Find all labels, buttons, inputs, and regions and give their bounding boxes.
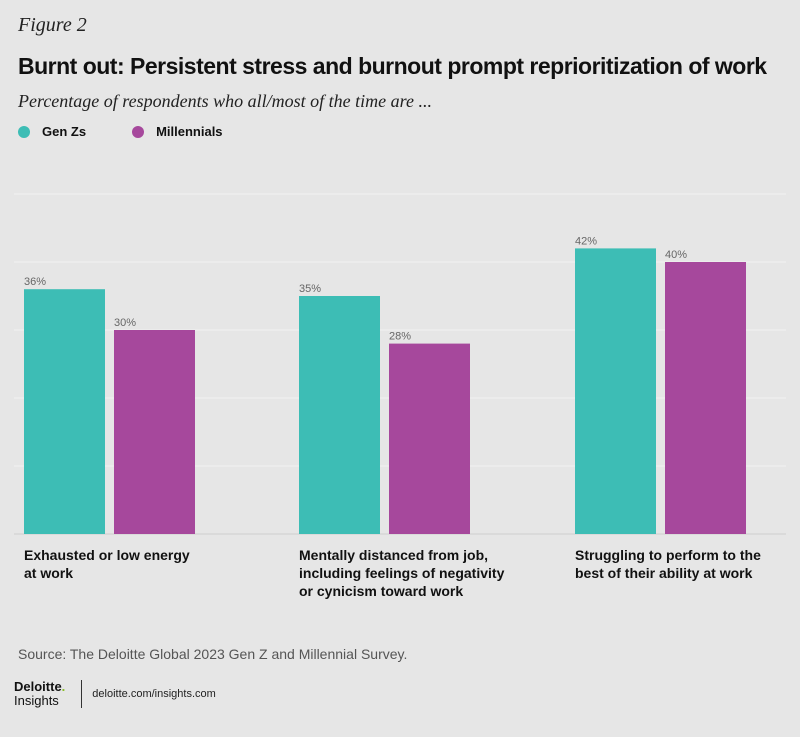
legend-swatch-millennials (132, 125, 145, 138)
bar-gen-z-0 (24, 289, 105, 534)
brand-name: Deloitte (14, 679, 62, 694)
bar-gen-z-1 (299, 296, 380, 534)
bar-value-label: 40% (665, 249, 687, 261)
category-label-exhausted: Exhausted or low energy at work (24, 546, 224, 582)
category-label-line: Struggling to perform to the (575, 547, 761, 563)
bar-value-label: 35% (299, 283, 321, 295)
brand-sub: Insights (14, 693, 59, 708)
brand-dot: . (61, 679, 66, 694)
legend: Gen Zs Millennials (18, 124, 269, 139)
category-label-line: at work (24, 565, 74, 581)
bar-value-label: 36% (24, 276, 46, 288)
legend-swatch-gen-z (18, 125, 30, 138)
bar-value-label: 42% (575, 235, 597, 247)
bar-millennials-2 (665, 262, 746, 534)
brand-url[interactable]: deloitte.com/insights.com (92, 688, 216, 700)
bar-value-label: 30% (114, 317, 136, 329)
category-label-line: Exhausted or low energy (24, 547, 190, 563)
deloitte-insights-logo: Deloitte. Insights (14, 680, 65, 708)
category-label-line: including feelings of negativity (299, 565, 505, 581)
category-label-struggling: Struggling to perform to the best of the… (575, 546, 775, 582)
category-label-mentally-distanced: Mentally distanced from job, including f… (299, 546, 529, 600)
bar-millennials-1 (389, 343, 470, 534)
bar-value-label: 28% (389, 331, 411, 343)
chart-subtitle: Percentage of respondents who all/most o… (18, 91, 432, 111)
brand-divider (81, 680, 83, 708)
category-label-line: Mentally distanced from job, (299, 547, 489, 563)
bar-chart: 36% 30% 35% 28% 42% 40% (14, 193, 786, 535)
bar-gen-z-2 (575, 248, 656, 534)
category-label-line: best of their ability at work (575, 565, 753, 581)
bar-millennials-0 (114, 330, 195, 534)
source-note: Source: The Deloitte Global 2023 Gen Z a… (18, 646, 408, 662)
legend-item-millennials: Millennials (132, 124, 223, 139)
brand-footer: Deloitte. Insights deloitte.com/insights… (14, 680, 216, 708)
category-label-line: or cynicism toward work (299, 583, 464, 599)
legend-label-millennials: Millennials (156, 124, 223, 139)
legend-item-gen-z: Gen Zs (18, 124, 86, 139)
legend-label-gen-z: Gen Zs (42, 124, 87, 139)
figure-label: Figure 2 (18, 14, 87, 36)
chart-title: Burnt out: Persistent stress and burnout… (18, 53, 767, 79)
